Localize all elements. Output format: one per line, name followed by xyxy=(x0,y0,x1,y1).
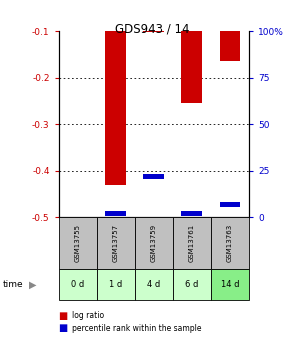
Bar xyxy=(97,269,135,300)
Text: GSM13755: GSM13755 xyxy=(75,224,81,262)
Bar xyxy=(59,217,97,269)
Text: 1 d: 1 d xyxy=(109,280,122,289)
Text: ■: ■ xyxy=(59,311,68,321)
Bar xyxy=(219,31,241,61)
Text: GSM13763: GSM13763 xyxy=(227,224,233,262)
Text: ▶: ▶ xyxy=(29,280,37,289)
Text: ■: ■ xyxy=(59,324,68,333)
Bar xyxy=(219,201,241,207)
Text: 6 d: 6 d xyxy=(185,280,199,289)
Bar xyxy=(135,217,173,269)
Bar xyxy=(211,217,249,269)
Text: GSM13761: GSM13761 xyxy=(189,224,195,262)
Text: time: time xyxy=(3,280,23,289)
Text: percentile rank within the sample: percentile rank within the sample xyxy=(72,324,201,333)
Text: 0 d: 0 d xyxy=(71,280,84,289)
Bar xyxy=(181,211,202,216)
Bar xyxy=(211,269,249,300)
Text: GSM13757: GSM13757 xyxy=(113,224,119,262)
Bar xyxy=(59,269,97,300)
Bar xyxy=(173,217,211,269)
Text: GDS943 / 14: GDS943 / 14 xyxy=(115,22,190,36)
Bar xyxy=(173,269,211,300)
Bar xyxy=(181,31,202,103)
Text: 4 d: 4 d xyxy=(147,280,161,289)
Bar xyxy=(97,217,135,269)
Bar xyxy=(135,269,173,300)
Text: log ratio: log ratio xyxy=(72,311,104,320)
Text: 14 d: 14 d xyxy=(221,280,239,289)
Bar xyxy=(105,211,126,216)
Bar xyxy=(143,174,164,179)
Text: GSM13759: GSM13759 xyxy=(151,224,157,262)
Bar xyxy=(105,31,126,185)
